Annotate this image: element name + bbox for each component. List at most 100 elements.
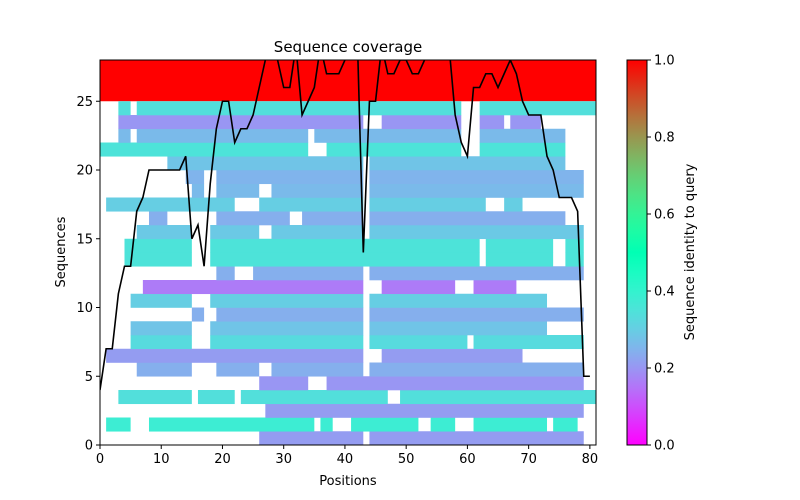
- coverage-segment: [473, 335, 584, 350]
- coverage-segment: [124, 252, 192, 267]
- coverage-segment: [167, 156, 364, 171]
- coverage-segment: [100, 142, 309, 157]
- coverage-segment: [479, 142, 566, 157]
- coverage-segment: [369, 307, 584, 322]
- coverage-segment: [381, 115, 462, 130]
- coverage-segment: [369, 293, 548, 308]
- coverage-segment: [479, 115, 505, 130]
- colorbar-tick-label: 0.2: [654, 362, 675, 377]
- x-axis-label: Positions: [319, 474, 377, 489]
- coverage-segment: [130, 293, 192, 308]
- coverage-segment: [271, 225, 364, 240]
- coverage-segment: [479, 128, 566, 143]
- coverage-segment: [216, 183, 260, 198]
- coverage-segment: [369, 170, 584, 185]
- coverage-segment: [191, 183, 205, 198]
- coverage-segment: [265, 403, 584, 418]
- coverage-segment: [136, 128, 309, 143]
- y-axis: 0 5 10 15 20 25: [76, 95, 100, 454]
- coverage-segment: [210, 225, 260, 240]
- coverage-segment: [106, 197, 235, 212]
- coverage-line-layer: [100, 60, 590, 391]
- coverage-segment: [259, 431, 364, 446]
- coverage-segment: [271, 183, 364, 198]
- coverage-segment: [210, 321, 364, 336]
- coverage-segment: [369, 266, 584, 281]
- colorbar-tick-label: 1.0: [654, 54, 675, 69]
- coverage-segment: [118, 128, 131, 143]
- coverage-segment: [369, 156, 566, 171]
- coverage-segment: [210, 252, 480, 267]
- coverage-segment: [118, 101, 131, 116]
- coverage-segment: [351, 417, 419, 432]
- coverage-segment: [479, 101, 596, 116]
- coverage-segment: [510, 115, 541, 130]
- coverage-segment: [253, 266, 364, 281]
- coverage-segment: [326, 376, 584, 391]
- coverage-segment: [210, 238, 480, 253]
- coverage-segment: [142, 280, 364, 295]
- x-tick-label: 60: [459, 452, 476, 467]
- coverage-segment: [118, 115, 364, 130]
- coverage-segment: [106, 417, 131, 432]
- colorbar-tick-label: 0.4: [654, 285, 675, 300]
- coverage-segment: [369, 183, 584, 198]
- coverage-segment: [216, 211, 290, 226]
- coverage-segment: [369, 321, 548, 336]
- coverage-segment: [320, 417, 333, 432]
- coverage-segment: [485, 238, 554, 253]
- coverage-segment: [553, 417, 578, 432]
- coverage-bars: [100, 60, 596, 446]
- colorbar-tick-label: 0.6: [654, 208, 675, 223]
- x-tick-label: 30: [275, 452, 292, 467]
- coverage-segment: [216, 307, 364, 322]
- chart-title: Sequence coverage: [274, 38, 422, 56]
- coverage-segment: [381, 280, 456, 295]
- coverage-segment: [259, 376, 309, 391]
- coverage-segment: [369, 197, 486, 212]
- coverage-segment: [430, 417, 456, 432]
- coverage-segment: [136, 225, 192, 240]
- y-axis-label: Sequences: [54, 216, 69, 287]
- x-tick-label: 70: [520, 452, 537, 467]
- coverage-segment: [485, 252, 554, 267]
- x-tick-label: 40: [337, 452, 354, 467]
- colorbar-label: Sequence identity to query: [683, 163, 698, 340]
- colorbar: [626, 59, 648, 446]
- coverage-segment: [259, 197, 364, 212]
- colorbar-tick-label: 0.8: [654, 131, 675, 146]
- coverage-segment: [369, 362, 584, 377]
- coverage-segment: [473, 417, 548, 432]
- coverage-segment: [400, 390, 596, 405]
- coverage-segment: [271, 362, 364, 377]
- coverage-segment: [473, 280, 517, 295]
- coverage-segment: [240, 390, 388, 405]
- coverage-segment: [565, 252, 584, 267]
- coverage-segment: [565, 238, 584, 253]
- coverage-segment: [185, 170, 205, 185]
- x-tick-label: 50: [398, 452, 415, 467]
- coverage-line: [100, 60, 590, 391]
- coverage-segment: [302, 211, 364, 226]
- plot-frame: [99, 59, 597, 446]
- y-tick-label: 0: [85, 439, 93, 454]
- coverage-segment: [210, 335, 364, 350]
- coverage-segment: [216, 170, 364, 185]
- y-tick-label: 10: [76, 301, 93, 316]
- coverage-segment: [381, 348, 523, 363]
- coverage-segment: [504, 197, 523, 212]
- coverage-segment: [130, 335, 192, 350]
- coverage-segment: [118, 390, 192, 405]
- coverage-segment: [124, 238, 192, 253]
- coverage-segment: [191, 307, 205, 322]
- y-tick-label: 20: [76, 164, 93, 179]
- colorbar-ticks: 0.0 0.2 0.4 0.6 0.8 1.0: [647, 54, 675, 454]
- y-tick-label: 25: [76, 95, 93, 110]
- x-tick-label: 80: [582, 452, 599, 467]
- coverage-segment: [106, 348, 364, 363]
- colorbar-tick-label: 0.0: [654, 439, 675, 454]
- coverage-segment: [136, 362, 192, 377]
- coverage-segment: [369, 225, 584, 240]
- coverage-segment: [326, 142, 462, 157]
